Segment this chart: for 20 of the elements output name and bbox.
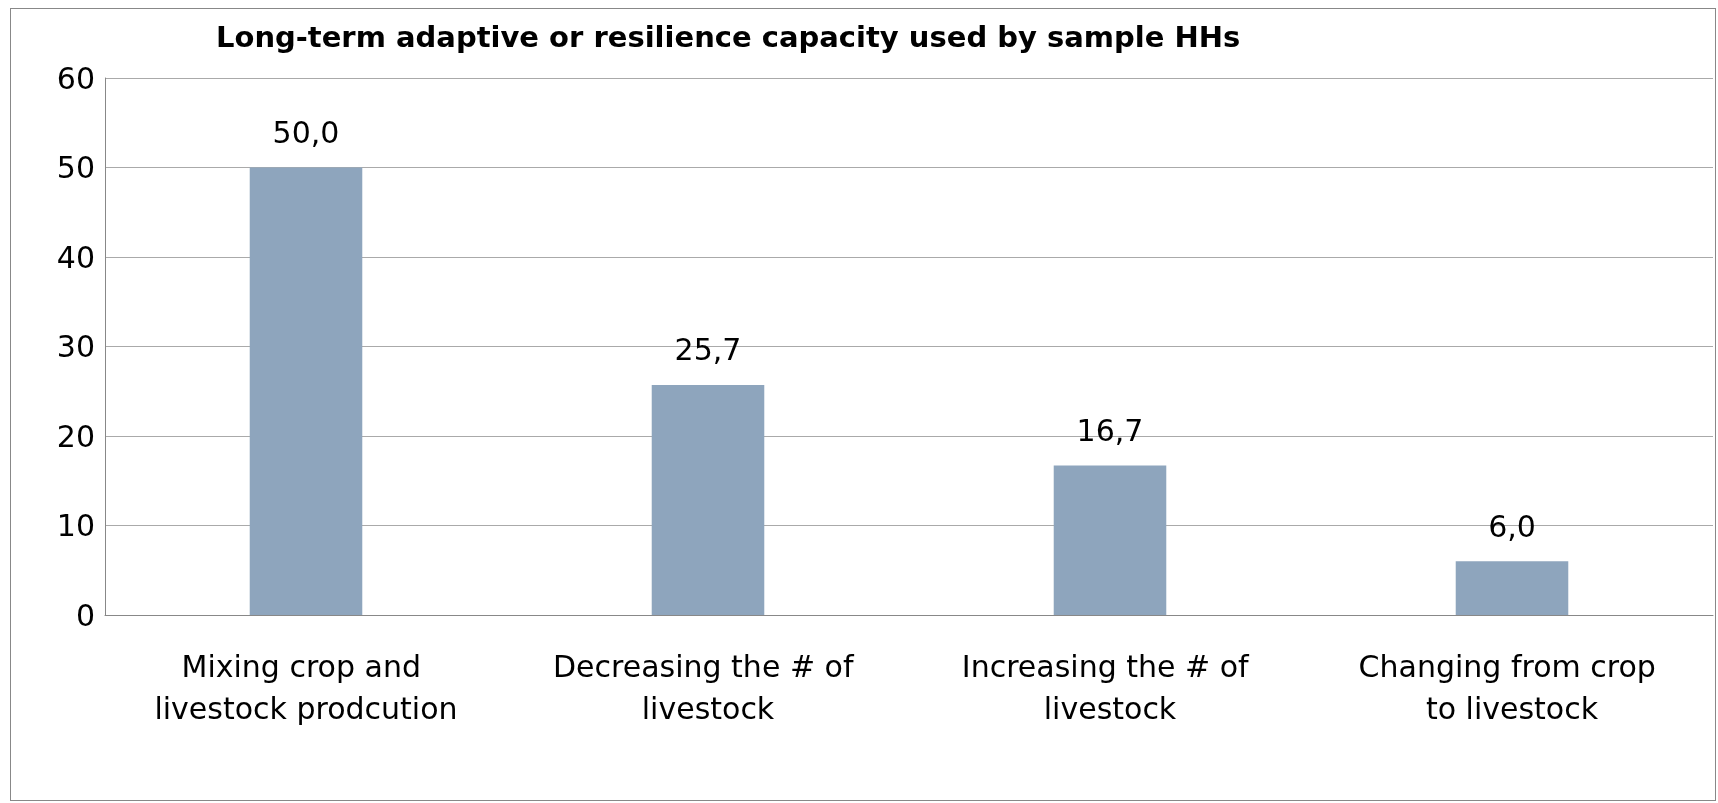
y-tick-label: 0 [75, 597, 95, 633]
x-tick-label: Changing from crop to livestock [1358, 648, 1666, 726]
x-tick-label: Decreasing the # of livestock [552, 648, 864, 726]
y-tick-label: 10 [56, 508, 95, 543]
chart-title: Long-term adaptive or resilience capacity used by sample HHs [216, 19, 1241, 54]
y-tick-label: 40 [56, 239, 95, 275]
data-label: 50,0 [272, 115, 340, 150]
data-label: 6,0 [1488, 508, 1536, 544]
y-tick-label: 50 [56, 150, 95, 185]
bar [1053, 465, 1167, 615]
bar [1455, 561, 1569, 615]
y-tick-label: 30 [56, 329, 95, 364]
bar [249, 167, 363, 615]
y-tick-label: 60 [56, 60, 95, 96]
data-label: 25,7 [674, 332, 742, 368]
x-tick-label: Mixing crop and livestock prodcution [154, 648, 458, 726]
x-tick-label: Increasing the # of livestock [961, 648, 1259, 726]
data-label: 16,7 [1076, 413, 1144, 449]
y-tick-label: 20 [56, 418, 95, 454]
bar [651, 384, 765, 615]
